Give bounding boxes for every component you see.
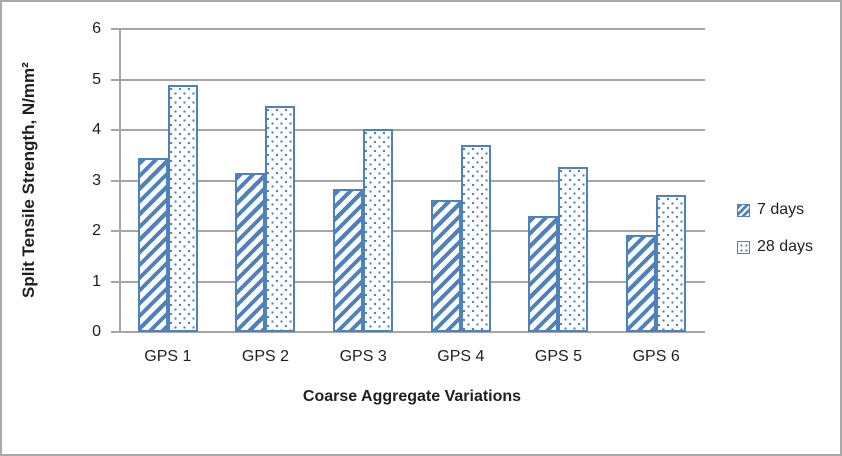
bar-group-gps-5 [510, 29, 608, 332]
legend-swatch-dots-icon [737, 240, 750, 254]
bar-gps-2-7-days [235, 172, 266, 332]
gridline-y-4 [111, 129, 705, 131]
bar-group-gps-3 [314, 29, 412, 332]
x-axis-title: Coarse Aggregate Variations [302, 388, 522, 405]
legend-item-7-days: 7 days [737, 199, 813, 221]
legend: 7 days 28 days [737, 199, 813, 258]
bar-group-gps-4 [412, 29, 510, 332]
bar-gps-3-7-days [333, 188, 364, 332]
x-tick-label-gps-2: GPS 2 [241, 348, 290, 365]
gridline-y-6 [111, 28, 705, 30]
gridline-y-3 [111, 179, 705, 182]
bar-group-gps-2 [217, 29, 315, 332]
legend-label-28-days: 28 days [757, 238, 814, 255]
bar-gps-3-28-days [363, 128, 394, 332]
x-tick-label-gps-1: GPS 1 [144, 348, 192, 365]
bar-group-gps-1 [119, 29, 217, 332]
y-tick-label-3: 3 [92, 171, 101, 189]
y-tick-label-4: 4 [92, 121, 101, 138]
y-axis-line [119, 29, 121, 332]
legend-item-28-days: 28 days [737, 236, 813, 258]
bar-gps-5-7-days [528, 215, 559, 332]
gridline-y-2 [111, 230, 705, 232]
x-tick-label-gps-5: GPS 5 [534, 348, 583, 365]
bar-gps-5-28-days [558, 166, 589, 332]
bar-gps-1-7-days [137, 157, 168, 332]
y-tick-label-1: 1 [92, 272, 101, 290]
bar-gps-6-28-days [656, 194, 687, 332]
y-tick-label-5: 5 [92, 70, 101, 88]
legend-label-7-days: 7 days [757, 201, 805, 218]
bar-gps-2-28-days [265, 106, 296, 332]
bar-group-gps-6 [607, 29, 705, 332]
y-tick-label-6: 6 [92, 20, 101, 37]
gridline-y-5 [111, 78, 705, 81]
gridline-y-1 [111, 280, 705, 283]
y-tick-label-2: 2 [92, 222, 101, 239]
bar-gps-6-7-days [626, 234, 657, 332]
plot-area: 0 1 2 3 4 5 6 GPS 1 GPS 2 GPS 3 GPS 4 GPS 5 GPS 6 [92, 21, 705, 365]
bar-gps-1-28-days [167, 84, 198, 332]
x-tick-label-gps-4: GPS 4 [437, 348, 485, 365]
legend-swatch-diagonal-hatch-icon [737, 203, 750, 217]
bar-gps-4-7-days [430, 199, 461, 332]
y-axis-title: Split Tensile Strength, N/mm² [19, 62, 38, 299]
x-tick-label-gps-6: GPS 6 [632, 348, 680, 365]
y-tick-label-0: 0 [92, 323, 101, 340]
bar-gps-4-28-days [460, 145, 491, 332]
gridline-y-0 [111, 331, 705, 333]
x-tick-label-gps-3: GPS 3 [339, 348, 387, 365]
